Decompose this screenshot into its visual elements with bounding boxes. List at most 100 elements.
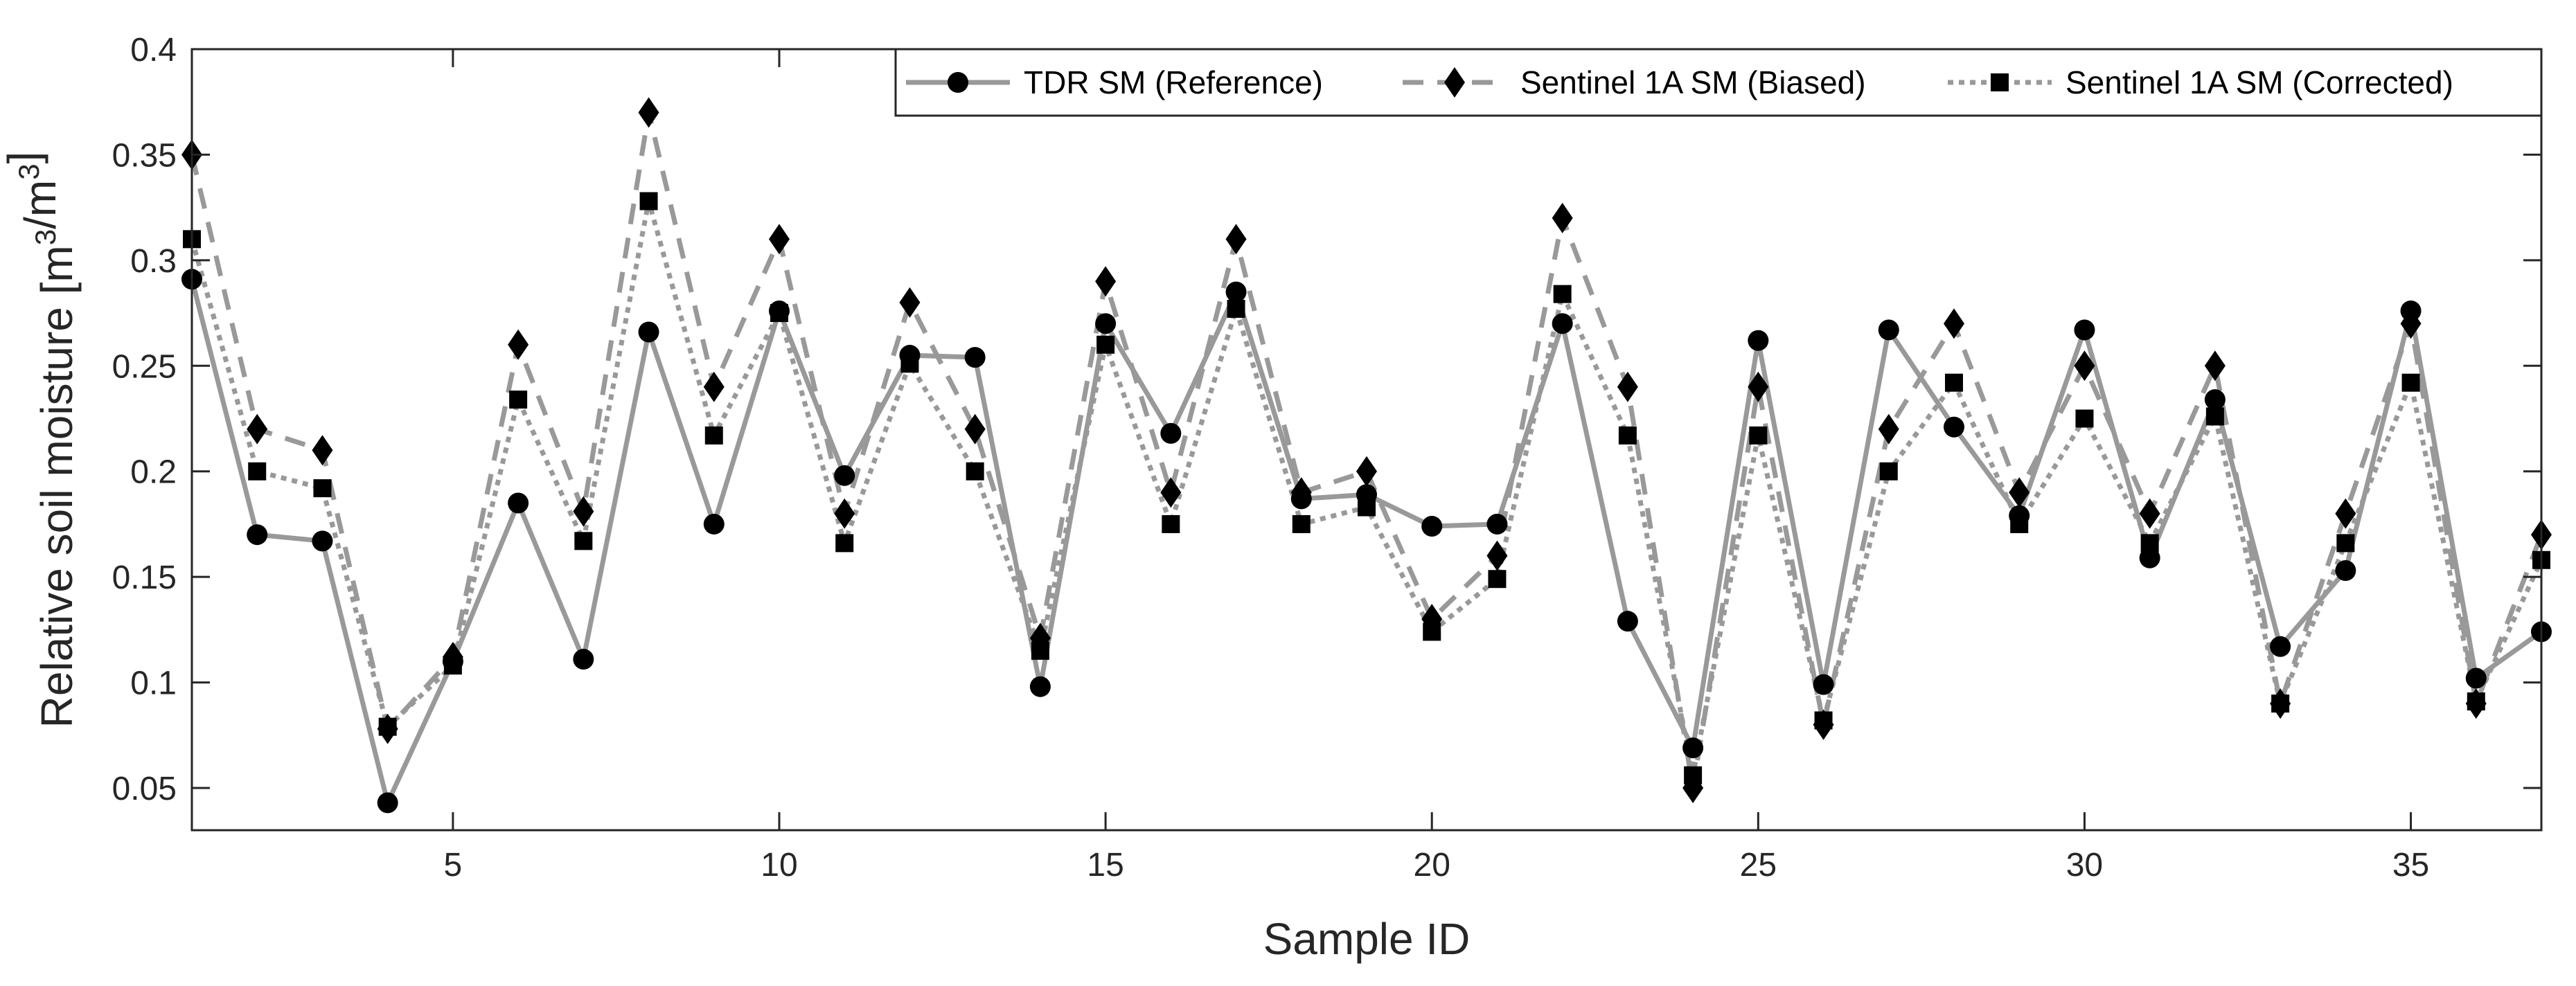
series-2-point-6 [509,391,528,409]
series-2-point-20 [1423,622,1441,641]
series-1-point-16 [1160,477,1182,508]
series-1-point-18 [1290,477,1312,508]
series-0-point-22 [1552,313,1573,334]
series-0-point-15 [1095,313,1117,334]
series-1-point-23 [1617,371,1638,402]
series-2-point-13 [966,462,984,481]
y-axis-title-part: Relative soil moisture [m [32,245,82,728]
series-1-point-25 [1748,371,1769,402]
series-1-point-28 [1944,308,1964,339]
series-0-point-13 [964,347,986,368]
series-2-point-34 [2336,534,2355,553]
series-0-point-17 [1225,281,1247,303]
series-0-point-24 [1682,737,1704,759]
series-2-point-23 [1618,426,1637,445]
series-0-point-34 [2335,560,2356,582]
y-axis-title-superscript: 3 [29,229,62,245]
y-axis-title-part: /m [15,180,65,229]
y-axis-title-superscript: 3 [12,163,45,179]
series-markers-0 [181,269,2552,814]
series-1-point-12 [899,287,921,318]
series-0-point-21 [1486,513,1508,535]
x-tick-label: 25 [1740,847,1777,884]
series-0-point-28 [1944,416,1964,438]
series-1-point-10 [769,224,790,255]
series-2-point-29 [2010,514,2029,533]
y-tick-label: 0.1 [130,665,177,702]
series-1-point-17 [1225,224,1247,255]
series-0-point-11 [834,465,855,486]
legend-entry-2: Sentinel 1A SM (Corrected) [1948,64,2453,100]
legend-swatch-square-marker [1991,73,2009,91]
series-1-point-31 [2139,498,2160,529]
series-1-point-22 [1552,202,1573,233]
series-1-point-27 [1878,413,1899,445]
series-group [181,97,2552,814]
y-tick-label: 0.2 [130,454,177,491]
legend-label: Sentinel 1A SM (Corrected) [2066,64,2453,100]
series-0-point-3 [312,530,333,552]
series-2-point-8 [639,192,658,210]
series-2-point-32 [2205,407,2224,426]
series-1-point-29 [2009,477,2030,508]
y-tick-label: 0.15 [112,559,177,596]
legend-box [894,48,2543,117]
series-2-point-16 [1162,514,1180,533]
x-tick-label: 30 [2066,847,2103,884]
series-2-point-25 [1749,426,1768,445]
series-0-point-32 [2204,389,2226,411]
series-1-point-6 [508,329,529,360]
series-2-point-5 [443,656,462,675]
series-2-point-21 [1488,570,1507,589]
axes-group: 5 10 15 20 25 30 35 0.05 0.1 0.15 0.2 0.25 0.3 0.35 0.… [0,32,2543,964]
series-0-point-31 [2139,547,2160,568]
series-2-point-26 [1814,711,1833,730]
series-1-point-9 [703,371,725,402]
series-0-point-2 [247,524,268,546]
series-0-point-4 [377,792,398,814]
series-1-point-30 [2074,350,2095,382]
series-1-point-21 [1486,540,1508,571]
series-2-point-22 [1553,285,1572,303]
series-0-point-26 [1813,674,1834,695]
legend-swatch-circle-marker [948,72,968,93]
series-0-point-20 [1421,515,1443,537]
legend-label: Sentinel 1A SM (Biased) [1520,64,1866,100]
series-2-point-2 [248,462,267,481]
x-tick-label: 5 [444,847,463,884]
series-0-point-36 [2465,667,2487,689]
series-1-point-15 [1095,266,1117,297]
series-2-point-17 [1227,299,1245,318]
series-0-point-8 [638,321,659,343]
y-tick-label: 0.25 [112,348,177,385]
series-0-point-14 [1029,676,1051,697]
series-1-point-19 [1356,456,1377,487]
y-tick-label: 0.35 [112,137,177,174]
x-tick-label: 10 [761,847,797,884]
series-2-point-3 [313,479,332,498]
series-2-point-31 [2140,534,2159,553]
series-2-point-24 [1684,766,1703,785]
series-0-point-7 [573,649,594,670]
series-2-point-28 [1945,373,1963,392]
y-axis-title-part: ] [0,152,48,164]
y-tick-label: 0.4 [130,32,177,69]
series-0-point-33 [2270,636,2291,657]
series-2-point-9 [704,426,723,445]
y-axis-title: Relative soil moisture [m3/m3] [0,152,82,728]
series-2-point-30 [2075,409,2094,428]
legend-label: TDR SM (Reference) [1024,64,1323,100]
x-tick-label: 35 [2392,847,2429,884]
series-1-point-32 [2204,350,2226,382]
legend: TDR SM (Reference) Sentinel 1A SM (Biased… [894,48,2543,117]
legend-entry-0: TDR SM (Reference) [906,64,1323,100]
series-0-point-16 [1160,422,1182,444]
y-tick-label: 0.05 [112,771,177,807]
series-2-point-11 [835,534,854,553]
series-2-point-18 [1292,514,1311,533]
series-2-point-15 [1096,335,1115,354]
legend-entry-1: Sentinel 1A SM (Biased) [1403,64,1866,100]
